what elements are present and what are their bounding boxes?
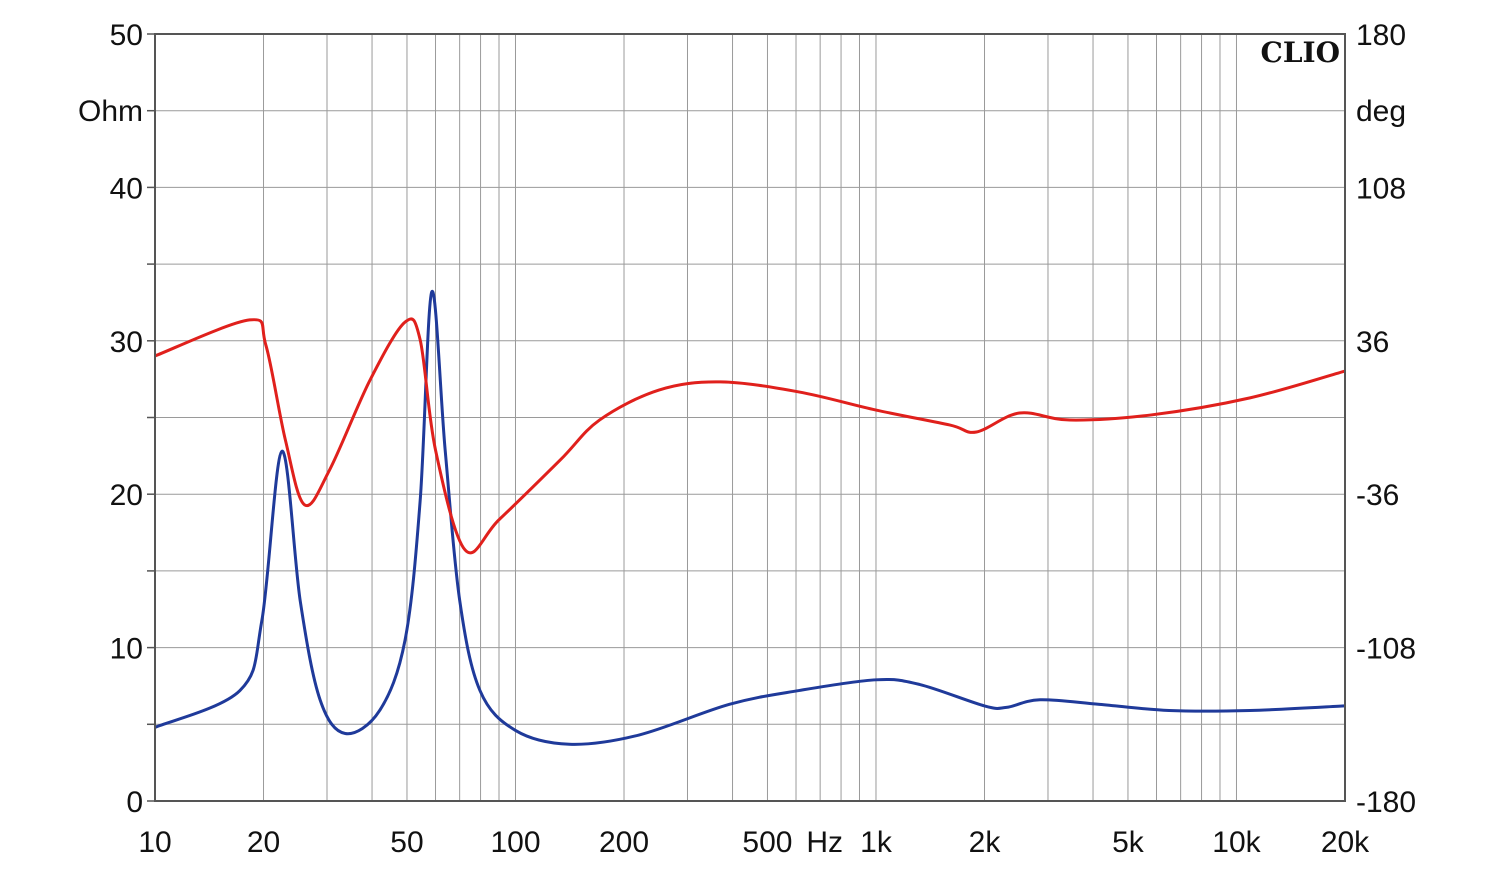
tick-labels: 10 20 50 100 200 500 1k 2k 5k 10k 20k Hz 0 10 20 30 40 50… [110, 19, 1416, 859]
clio-logo: CLIO [1261, 36, 1340, 69]
phase-line [154, 317, 1346, 555]
x-tick-label: 2k [969, 826, 1002, 859]
y-tick-label: 30 [110, 326, 143, 359]
y2-tick-label: 180 [1356, 19, 1406, 52]
y2-tick-label: -180 [1356, 786, 1416, 819]
x-axis-unit-label: Hz [806, 826, 843, 859]
y-axis-unit-label: Ohm [78, 95, 143, 128]
y-tick-label: 20 [110, 479, 143, 512]
x-tick-label: 500 [742, 826, 792, 859]
x-tick-label: 1k [860, 826, 893, 859]
y-tick-label: 10 [110, 633, 143, 666]
y2-axis-unit-label: deg [1356, 95, 1406, 128]
y2-tick-label: 36 [1356, 326, 1389, 359]
x-tick-label: 10k [1212, 826, 1261, 859]
x-tick-label: 100 [490, 826, 540, 859]
x-tick-label: 10 [138, 826, 171, 859]
x-tick-label: 200 [599, 826, 649, 859]
grid [147, 33, 1346, 802]
plot-frame [154, 33, 1346, 802]
impedance-line [154, 290, 1346, 746]
y-tick-label: 40 [110, 172, 143, 205]
y2-tick-label: -36 [1356, 479, 1399, 512]
y2-tick-label: -108 [1356, 633, 1416, 666]
x-tick-label: 50 [390, 826, 423, 859]
y-tick-label: 50 [110, 19, 143, 52]
series-lines [154, 290, 1346, 746]
x-tick-label: 5k [1112, 826, 1145, 859]
x-tick-label: 20k [1321, 826, 1370, 859]
y-tick-label: 0 [126, 786, 143, 819]
x-tick-label: 20 [247, 826, 280, 859]
y2-tick-label: 108 [1356, 172, 1406, 205]
